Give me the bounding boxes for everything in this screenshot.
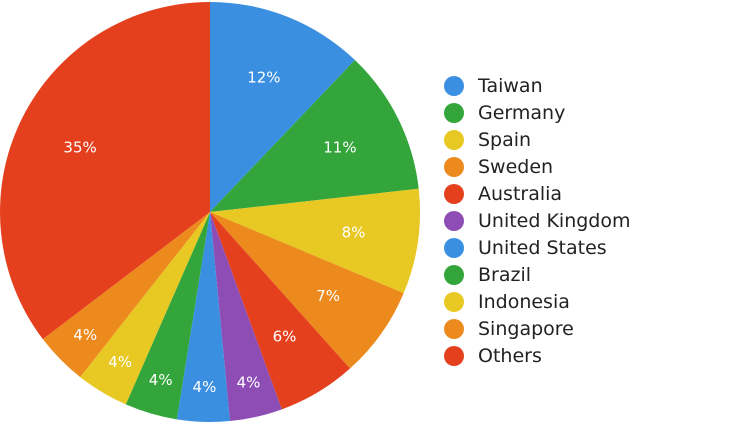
legend-swatch [444, 156, 464, 177]
legend-item: United Kingdom [444, 207, 631, 234]
slice-value-label: 4% [237, 374, 261, 392]
legend-swatch [444, 291, 464, 312]
slice-value-label: 12% [247, 68, 280, 86]
slice-value-label: 4% [149, 371, 173, 389]
pie-slice-singapore [42, 212, 210, 378]
legend-label: Brazil [478, 263, 532, 286]
legend-label: Germany [478, 101, 566, 124]
legend-label: Taiwan [478, 74, 543, 97]
legend-label: Australia [478, 182, 563, 205]
legend-label: Others [478, 344, 542, 367]
legend-label: Spain [478, 128, 532, 151]
legend-swatch [444, 210, 464, 231]
legend-item: Others [444, 342, 631, 369]
legend-swatch [444, 318, 464, 339]
legend-item: Spain [444, 126, 631, 153]
legend-label: Sweden [478, 155, 554, 178]
pie-slice-indonesia [80, 212, 210, 405]
legend-swatch [444, 129, 464, 150]
slice-value-label: 4% [73, 326, 97, 344]
pie-slice-australia [210, 212, 351, 410]
legend-swatch [444, 345, 464, 366]
slice-value-label: 4% [108, 353, 132, 371]
legend-label: Singapore [478, 317, 574, 340]
legend-swatch [444, 264, 464, 285]
slice-value-label: 11% [323, 139, 356, 157]
legend-swatch [444, 183, 464, 204]
legend-item: Germany [444, 99, 631, 126]
legend-label: United Kingdom [478, 209, 631, 232]
legend-item: Singapore [444, 315, 631, 342]
legend-swatch [444, 75, 464, 96]
pie-slice-germany [210, 60, 419, 212]
pie-slice-spain [210, 188, 420, 294]
slice-value-label: 4% [193, 378, 217, 396]
slice-value-label: 7% [316, 287, 340, 305]
legend-label: Indonesia [478, 290, 570, 313]
legend-item: United States [444, 234, 631, 261]
legend-item: Brazil [444, 261, 631, 288]
pie-slice-labels: 12% 11% 8% 7% 6% 4% 4% 4% 4% 4% 35% [63, 68, 365, 396]
pie-slice-others [0, 2, 210, 340]
legend-label: United States [478, 236, 607, 259]
slice-value-label: 6% [273, 327, 297, 345]
chart-legend: Taiwan Germany Spain Sweden Australia United … [444, 72, 631, 369]
pie-slice-brazil [125, 212, 210, 420]
slice-value-label: 8% [342, 224, 366, 242]
legend-swatch [444, 237, 464, 258]
slice-value-label: 35% [63, 139, 96, 157]
pie-slices [0, 2, 420, 422]
legend-item: Sweden [444, 153, 631, 180]
pie-slice-taiwan [210, 2, 355, 212]
legend-item: Indonesia [444, 288, 631, 315]
pie-slice-sweden [210, 212, 404, 369]
legend-item: Taiwan [444, 72, 631, 99]
pie-slice-united-states [176, 212, 230, 422]
legend-item: Australia [444, 180, 631, 207]
pie-slice-united-kingdom [210, 212, 282, 422]
legend-swatch [444, 102, 464, 123]
